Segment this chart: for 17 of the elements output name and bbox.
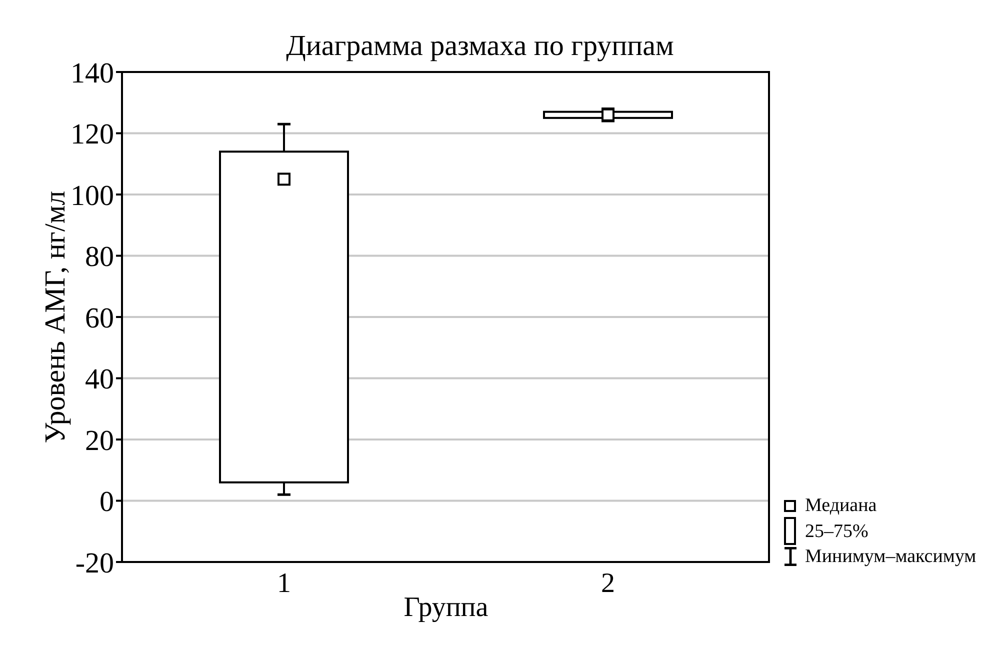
- y-tick-label: 80: [85, 241, 114, 274]
- x-tick-label: 1: [277, 568, 291, 599]
- text: Медиана: [805, 495, 877, 516]
- y-tick-label: 140: [70, 57, 114, 90]
- y-axis-title: Уровень АМГ, нг/мл: [40, 190, 72, 444]
- text: Минимум–максимум: [805, 546, 976, 567]
- y-tick-label: 0: [100, 486, 114, 518]
- y-tick-label: 20: [85, 424, 114, 457]
- y-tick-label: -20: [75, 547, 114, 580]
- chart-title: Диаграмма размаха по группам: [286, 30, 674, 62]
- y-tick-label: 120: [70, 118, 114, 151]
- x-axis-title: Группа: [404, 592, 488, 623]
- y-tick-label: 100: [70, 180, 114, 212]
- y-tick-label: 60: [85, 302, 114, 334]
- text: 25–75%: [805, 520, 868, 542]
- y-tick-label: 40: [85, 364, 114, 396]
- x-tick-label: 2: [601, 568, 615, 599]
